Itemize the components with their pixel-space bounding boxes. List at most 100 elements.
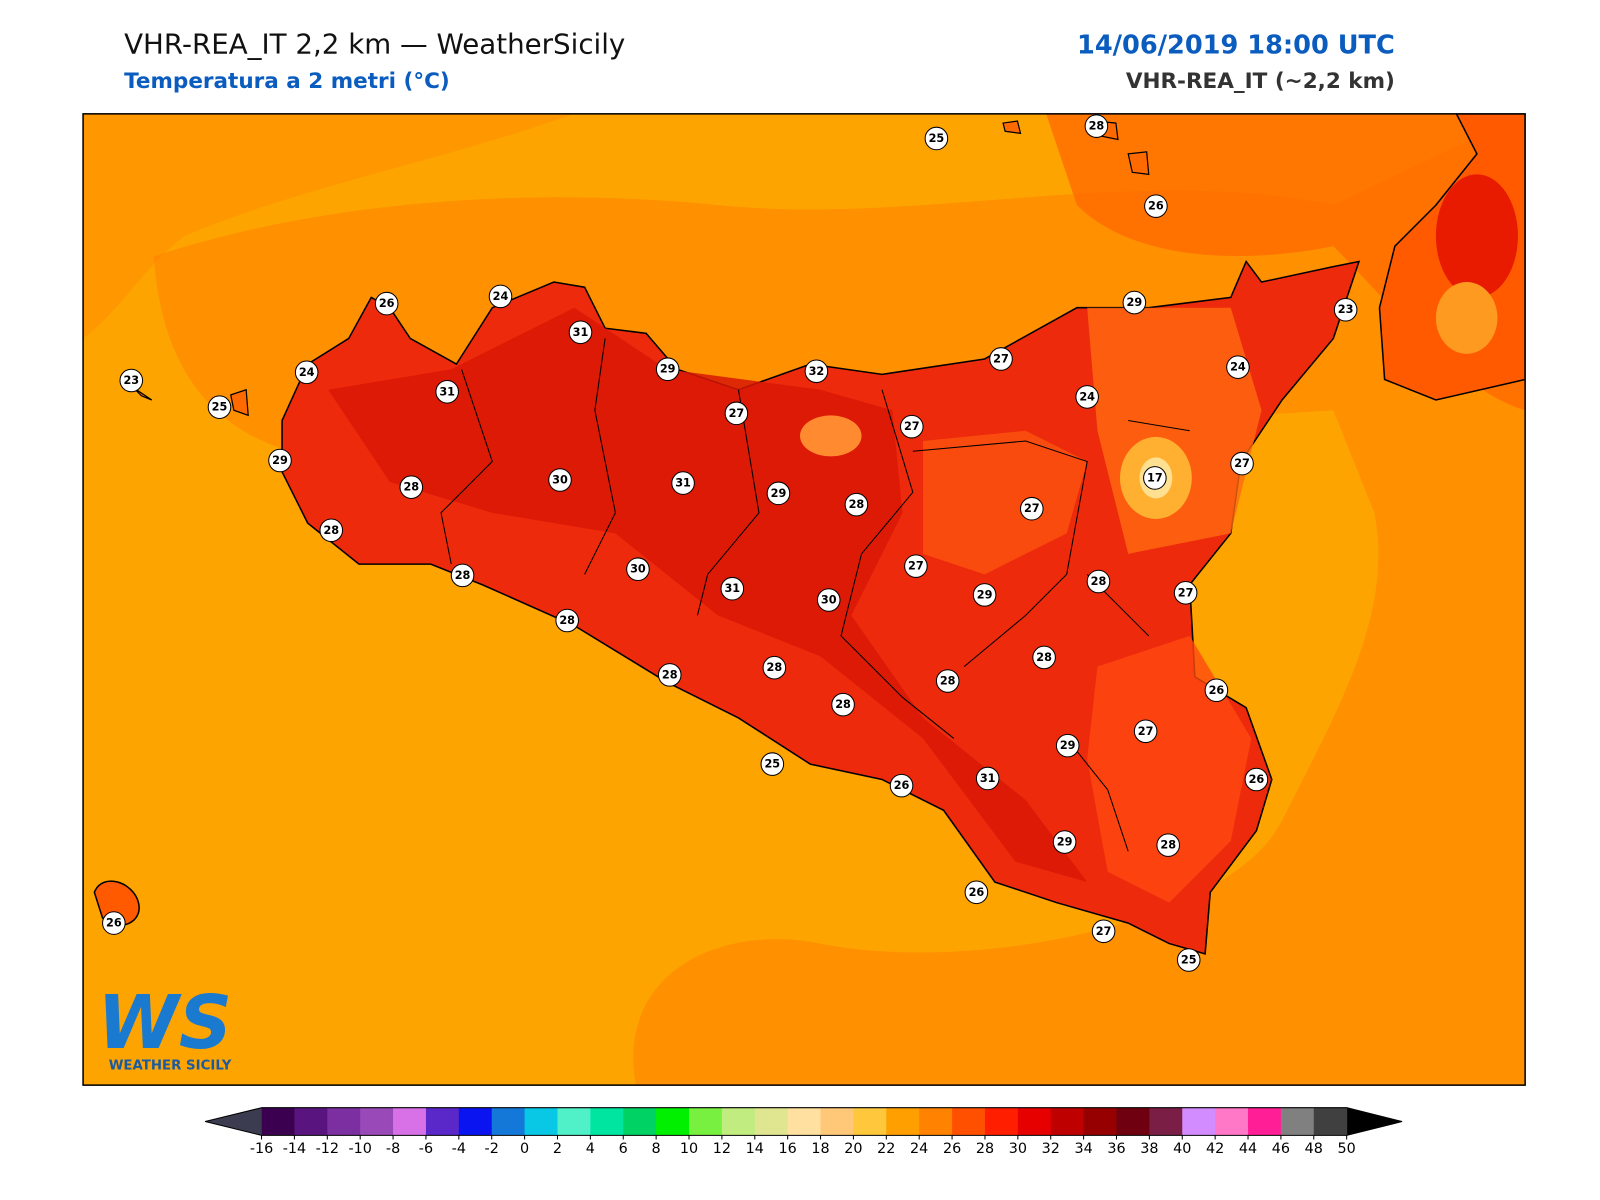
station-value: 28 xyxy=(849,498,865,511)
logo-name: WEATHER SICILY xyxy=(109,1059,232,1074)
station-marker xyxy=(399,475,424,499)
station: 29 xyxy=(972,583,997,607)
colorbar-swatch xyxy=(557,1107,591,1136)
station-marker xyxy=(102,911,126,935)
colorbar-tick-label: 26 xyxy=(943,1141,961,1157)
station-marker xyxy=(1122,290,1147,315)
station-marker xyxy=(816,588,841,612)
station-value: 24 xyxy=(1079,390,1095,403)
station-marker xyxy=(268,448,292,473)
station-marker xyxy=(1173,581,1198,605)
station: 23 xyxy=(119,368,144,393)
colorbar-swatch xyxy=(984,1107,1019,1136)
station-value: 32 xyxy=(809,365,825,378)
station: 30 xyxy=(548,468,572,492)
colorbar-tick-label: -14 xyxy=(283,1141,306,1157)
colorbar-swatch xyxy=(590,1107,624,1136)
field xyxy=(328,307,1088,883)
station-value: 31 xyxy=(573,326,589,339)
colorbar-tick-label: 12 xyxy=(713,1141,731,1157)
station: 28 xyxy=(1032,645,1056,670)
station: 28 xyxy=(844,492,869,517)
station-value: 25 xyxy=(1181,954,1197,967)
station-value: 26 xyxy=(106,917,122,930)
station-value: 24 xyxy=(1230,361,1246,374)
colorbar-tick-label: 30 xyxy=(1009,1141,1027,1157)
station-value: 29 xyxy=(272,454,288,467)
station: 28 xyxy=(657,663,682,687)
station-marker xyxy=(804,359,829,384)
station-marker xyxy=(548,468,572,492)
colorbar-outline xyxy=(205,1107,1403,1136)
colorbar-swatch xyxy=(1083,1107,1118,1136)
station-marker xyxy=(657,663,682,687)
station-marker xyxy=(889,773,914,798)
field xyxy=(923,430,1088,575)
station-value: 28 xyxy=(559,614,575,627)
station-marker xyxy=(935,669,960,693)
colorbar-swatch xyxy=(360,1107,394,1136)
colorbar-tick-label: 8 xyxy=(652,1141,661,1157)
station-value: 31 xyxy=(724,582,740,595)
station-marker xyxy=(760,752,785,776)
colorbar-swatch xyxy=(853,1107,887,1136)
station-value: 31 xyxy=(439,385,455,398)
station-marker xyxy=(294,360,319,385)
colorbar-swatch xyxy=(393,1107,427,1136)
logo-mark: WS xyxy=(97,980,232,1066)
station-value: 29 xyxy=(660,363,676,376)
station: 27 xyxy=(989,347,1013,371)
station: 27 xyxy=(1230,451,1254,476)
province-borders xyxy=(440,338,1190,852)
station: 31 xyxy=(671,471,695,495)
station-marker xyxy=(904,554,928,578)
station: 29 xyxy=(1052,830,1077,854)
station-value: 29 xyxy=(977,588,993,601)
station-value: 29 xyxy=(1060,739,1076,752)
station-value: 28 xyxy=(835,698,851,711)
station: 27 xyxy=(1133,719,1158,744)
colorbar-tick-label: 36 xyxy=(1107,1141,1125,1157)
subtitle: Temperatura a 2 metri (°C) xyxy=(124,69,450,94)
station: 27 xyxy=(1173,581,1198,605)
station: 27 xyxy=(899,414,924,439)
station-value: 28 xyxy=(323,524,339,537)
colorbar-tick-label: 6 xyxy=(619,1141,628,1157)
station: 31 xyxy=(720,576,745,601)
station-value: 27 xyxy=(1096,925,1112,938)
station-value: 28 xyxy=(1091,575,1107,588)
station: 25 xyxy=(1176,948,1201,972)
colorbar-tick-label: 46 xyxy=(1272,1141,1290,1157)
colorbar-swatch xyxy=(524,1107,558,1136)
station-marker xyxy=(626,557,650,582)
station-marker xyxy=(1032,645,1056,670)
station-value: 26 xyxy=(1209,684,1225,697)
station-value: 30 xyxy=(630,563,646,576)
station-value: 27 xyxy=(1234,457,1250,470)
colorbar-swatch xyxy=(656,1107,690,1136)
map-frame xyxy=(82,113,1526,1086)
station-marker xyxy=(1244,767,1269,792)
station-value: 27 xyxy=(1178,586,1194,599)
station-marker xyxy=(1230,451,1254,476)
station-marker xyxy=(964,880,989,905)
station: 23 xyxy=(1333,297,1358,322)
colorbar-swatch xyxy=(1313,1107,1348,1136)
station: 31 xyxy=(435,380,459,404)
station-value: 23 xyxy=(1338,303,1354,316)
station: 26 xyxy=(964,880,989,905)
station-value: 24 xyxy=(299,366,315,379)
colorbar-tick-label: 32 xyxy=(1042,1141,1060,1157)
station: 26 xyxy=(1204,678,1229,703)
colorbar-swatch xyxy=(1017,1107,1052,1136)
station-value: 30 xyxy=(552,474,568,487)
station: 32 xyxy=(804,359,829,384)
colorbar-tick-label: 14 xyxy=(746,1141,764,1157)
station: 28 xyxy=(935,669,960,693)
station-marker xyxy=(1055,733,1080,758)
station: 25 xyxy=(207,395,232,419)
colorbar-tick-label: -6 xyxy=(419,1141,433,1157)
colorbar: -16 -14 -12 -10 -8 -6 -4 -2 0 2 4 6 8 10 12 14 16 18 20 22 2… xyxy=(205,1107,1403,1157)
station: 28 xyxy=(450,563,475,588)
station-marker xyxy=(1086,569,1111,594)
